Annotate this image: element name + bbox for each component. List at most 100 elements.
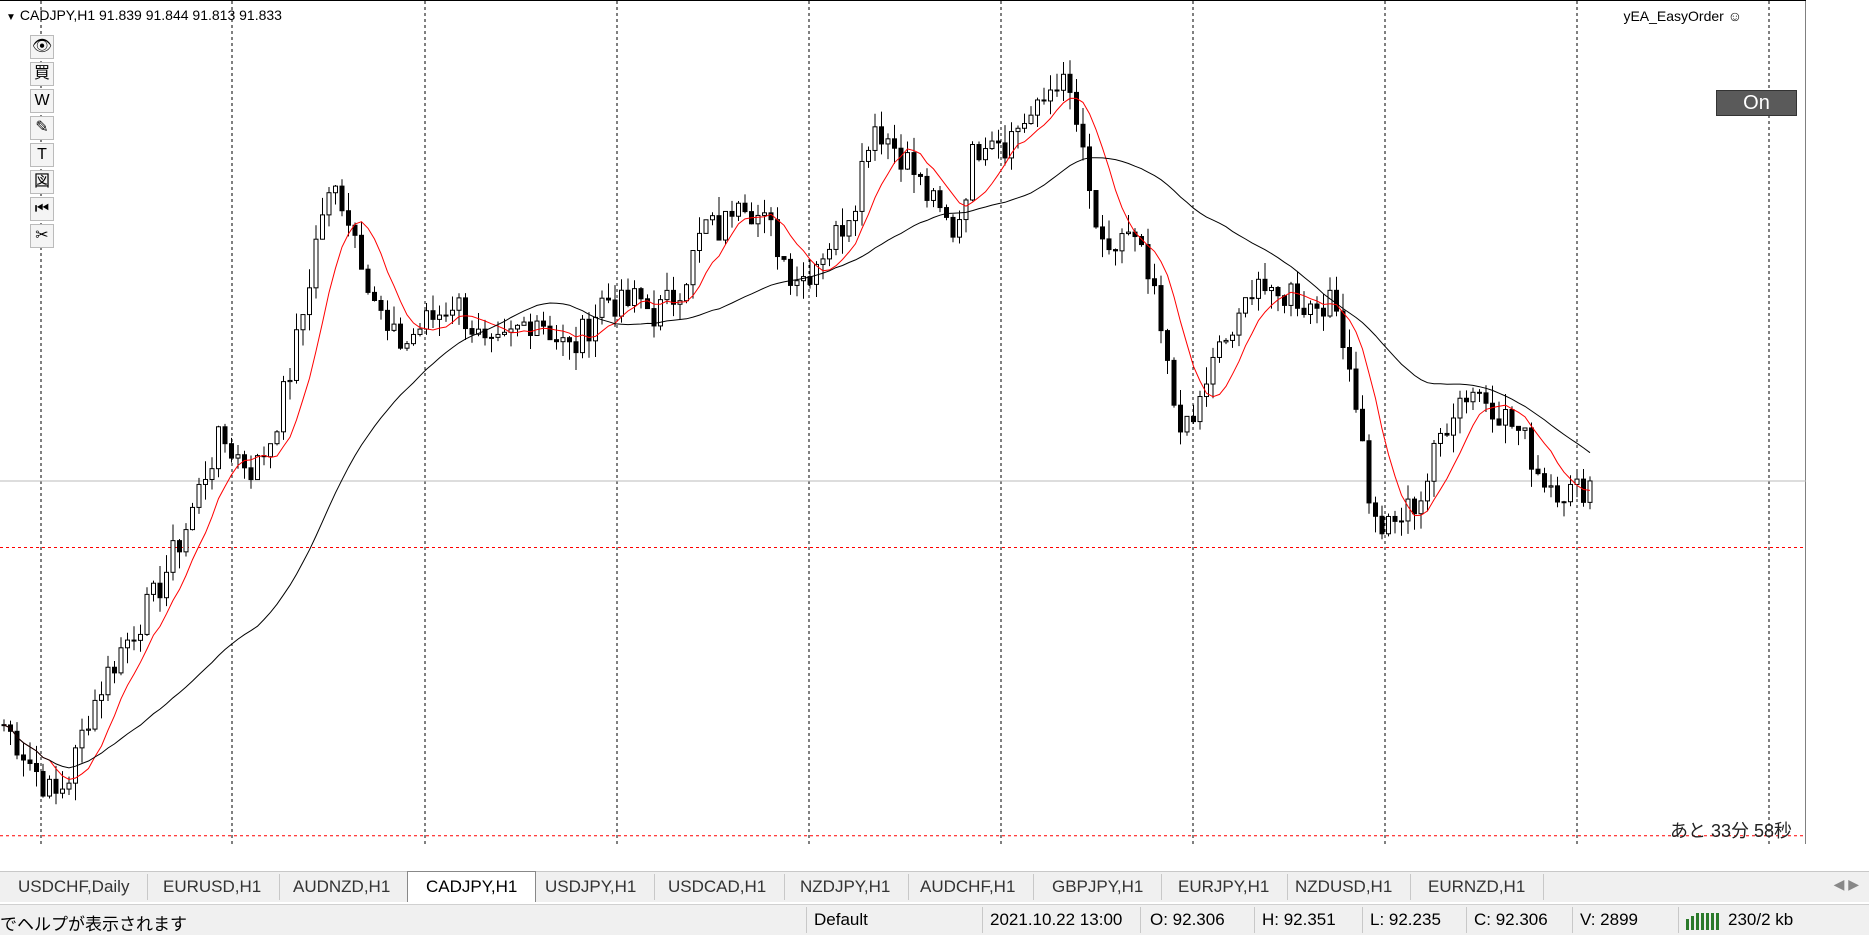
expert-advisor-label: yEA_EasyOrder ☺: [1623, 8, 1742, 24]
bull-candle: [476, 328, 481, 335]
tab-usdchf-daily[interactable]: USDCHF,Daily: [0, 874, 149, 900]
bear-candle: [612, 299, 618, 317]
text-icon[interactable]: T: [30, 143, 54, 167]
tab-cadjpy-h1[interactable]: CADJPY,H1: [407, 871, 537, 902]
bull-candle: [105, 666, 111, 696]
bull-candle: [1015, 127, 1021, 133]
bear-candle: [1464, 397, 1469, 403]
tab-scroll-arrows[interactable]: ◀ ▶: [1833, 876, 1859, 892]
bear-candle: [1490, 402, 1495, 420]
buy-icon[interactable]: 買: [30, 62, 54, 86]
bear-candle: [242, 454, 247, 469]
bear-candle: [359, 234, 364, 270]
bear-candle: [1171, 359, 1177, 406]
tab-nzdjpy-h1[interactable]: NZDJPY,H1: [782, 874, 910, 900]
symbol-info: CADJPY,H1 91.839 91.844 91.813 91.833: [19, 7, 282, 23]
bear-candle: [1178, 404, 1183, 433]
bull-candle: [853, 210, 858, 222]
bear-candle: [1555, 485, 1560, 503]
bear-candle: [1444, 432, 1450, 436]
bear-candle: [1080, 123, 1086, 148]
figure-icon[interactable]: 図: [30, 170, 54, 194]
bull-candle: [1548, 485, 1554, 488]
bull-candle: [794, 280, 800, 286]
bull-candle: [216, 426, 221, 470]
bull-candle: [619, 289, 624, 317]
bear-candle: [352, 224, 358, 236]
bear-candle: [1295, 283, 1300, 309]
bull-candle: [833, 225, 839, 250]
ea-on-button[interactable]: On: [1716, 90, 1797, 116]
status-volume: V: 2899: [1580, 910, 1638, 929]
tab-audchf-h1[interactable]: AUDCHF,H1: [902, 874, 1035, 900]
bear-candle: [1262, 278, 1268, 292]
bull-candle: [762, 212, 767, 216]
bull-candle: [1503, 409, 1508, 426]
pencil-icon[interactable]: ✎: [30, 116, 54, 140]
status-profile[interactable]: Default: [814, 910, 868, 929]
bull-candle: [534, 320, 540, 336]
w-icon[interactable]: W: [30, 89, 54, 113]
tab-audnzd-h1[interactable]: AUDNZD,H1: [275, 874, 410, 900]
bear-candle: [1145, 244, 1151, 280]
bull-candle: [274, 431, 280, 445]
bull-candle: [294, 329, 299, 381]
tab-gbpjpy-h1[interactable]: GBPJPY,H1: [1034, 874, 1163, 900]
scissors-icon[interactable]: ✂: [30, 224, 54, 248]
tab-usdjpy-h1[interactable]: USDJPY,H1: [527, 874, 656, 900]
tab-nzdusd-h1[interactable]: NZDUSD,H1: [1277, 874, 1412, 900]
bull-candle: [300, 314, 306, 331]
bear-candle: [554, 339, 559, 343]
bear-candle: [651, 308, 657, 327]
bear-candle: [1366, 440, 1372, 504]
bear-candle: [365, 268, 371, 293]
bear-candle: [742, 202, 748, 213]
bull-candle: [47, 778, 52, 797]
bull-candle: [489, 336, 494, 339]
bull-candle: [60, 788, 65, 794]
bull-candle: [1035, 99, 1040, 116]
bear-candle: [1301, 307, 1307, 315]
bar-countdown: あと 33分 58秒: [1670, 821, 1793, 841]
bear-candle: [339, 185, 345, 212]
bear-candle: [892, 138, 897, 149]
bull-candle: [424, 310, 429, 330]
chart-area[interactable]: 13 Oct 202114 Oct 11:0015 Oct 03:0015 Oc…: [0, 0, 1806, 844]
bear-candle: [950, 216, 956, 238]
rewind-icon[interactable]: ⏮: [30, 197, 54, 221]
bear-candle: [996, 140, 1001, 144]
bear-candle: [625, 289, 631, 307]
bull-candle: [235, 454, 241, 459]
bull-candle: [66, 782, 72, 790]
status-datetime: 2021.10.22 13:00: [990, 910, 1123, 929]
bull-candle: [138, 633, 143, 641]
bear-candle: [1529, 427, 1534, 470]
bear-candle: [346, 210, 351, 226]
bear-candle: [1067, 73, 1073, 93]
bull-candle: [268, 443, 273, 458]
bear-candle: [1379, 515, 1385, 535]
bear-candle: [1360, 408, 1365, 442]
symbol-header: ▼ CADJPY,H1 91.839 91.844 91.813 91.833: [6, 7, 282, 23]
bull-candle: [1308, 303, 1313, 315]
bear-candle: [1412, 498, 1417, 515]
bull-candle: [1210, 356, 1216, 385]
bear-candle: [53, 778, 59, 794]
bear-candle: [21, 754, 26, 761]
tab-eurusd-h1[interactable]: EURUSD,H1: [145, 874, 281, 900]
bear-candle: [976, 144, 982, 161]
bear-candle: [638, 288, 644, 300]
tab-usdcad-h1[interactable]: USDCAD,H1: [650, 874, 786, 900]
bull-candle: [307, 287, 312, 316]
tab-eurjpy-h1[interactable]: EURJPY,H1: [1160, 874, 1289, 900]
tab-eurnzd-h1[interactable]: EURNZD,H1: [1410, 874, 1545, 900]
bull-candle: [1028, 114, 1034, 125]
price-chart[interactable]: 13 Oct 202114 Oct 11:0015 Oct 03:0015 Oc…: [0, 1, 1806, 844]
bull-candle: [495, 333, 501, 338]
bull-candle: [664, 289, 670, 301]
bear-candle: [528, 321, 533, 336]
eye-icon[interactable]: 👁: [30, 35, 54, 59]
bear-candle: [879, 126, 884, 145]
bear-candle: [671, 289, 676, 305]
bear-candle: [177, 540, 182, 553]
